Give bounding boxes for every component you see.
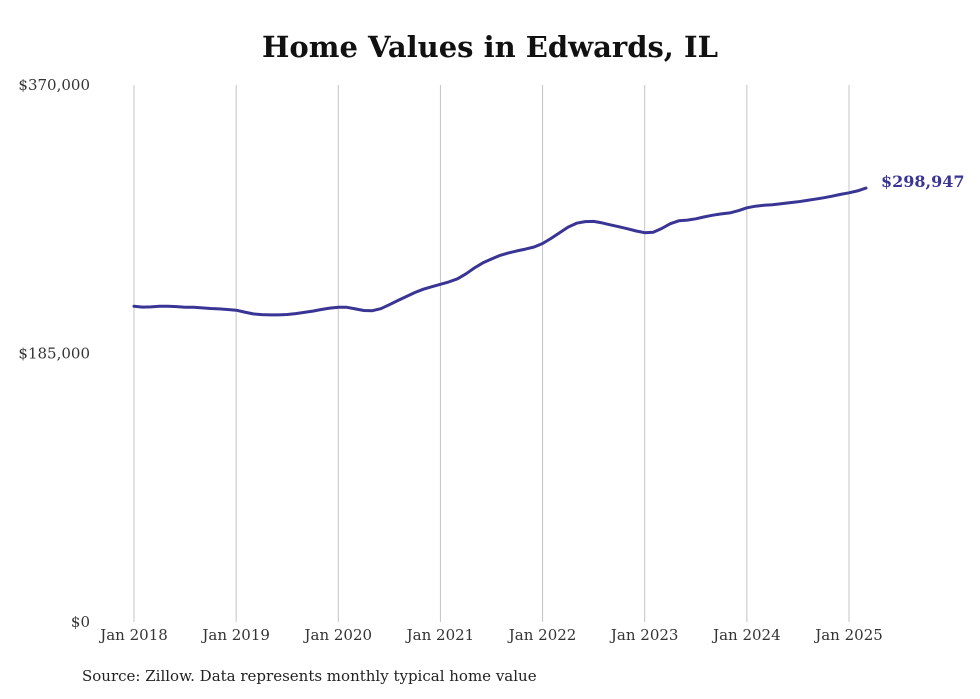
- x-tick-label: Jan 2021: [405, 626, 475, 644]
- y-tick-label: $185,000: [18, 345, 90, 363]
- x-tick-label: Jan 2023: [609, 626, 679, 644]
- series-line: [132, 186, 868, 317]
- end-value-label: $298,947: [881, 172, 965, 191]
- y-axis: $0 $185,000 $370,000: [18, 76, 90, 631]
- x-tick-label: Jan 2024: [711, 626, 781, 644]
- vertical-grid: [133, 85, 850, 622]
- x-tick-label: Jan 2020: [303, 626, 373, 644]
- chart-title: Home Values in Edwards, IL: [262, 30, 718, 64]
- x-tick-label: Jan 2019: [200, 626, 270, 644]
- x-tick-label: Jan 2025: [813, 626, 883, 644]
- series-layer: $298,947: [132, 172, 965, 317]
- x-tick-label: Jan 2018: [98, 626, 168, 644]
- x-tick-label: Jan 2022: [507, 626, 577, 644]
- y-tick-label: $370,000: [18, 76, 90, 94]
- y-tick-label: $0: [71, 613, 90, 631]
- source-note: Source: Zillow. Data represents monthly …: [82, 667, 537, 685]
- x-axis: Jan 2018 Jan 2019 Jan 2020 Jan 2021 Jan 2022…: [98, 626, 883, 644]
